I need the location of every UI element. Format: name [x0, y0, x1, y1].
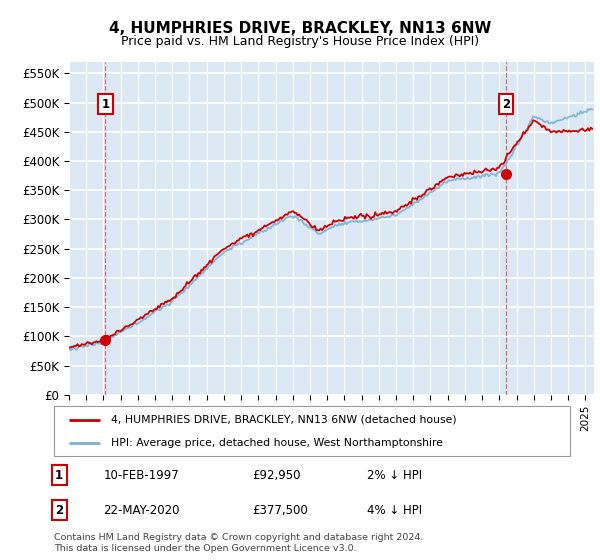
- Text: Price paid vs. HM Land Registry's House Price Index (HPI): Price paid vs. HM Land Registry's House …: [121, 35, 479, 48]
- Text: 1: 1: [101, 98, 110, 111]
- Text: Contains HM Land Registry data © Crown copyright and database right 2024.
This d: Contains HM Land Registry data © Crown c…: [54, 533, 424, 553]
- Text: 4, HUMPHRIES DRIVE, BRACKLEY, NN13 6NW: 4, HUMPHRIES DRIVE, BRACKLEY, NN13 6NW: [109, 21, 491, 36]
- FancyBboxPatch shape: [54, 406, 570, 456]
- Text: 22-MAY-2020: 22-MAY-2020: [104, 504, 180, 517]
- Text: HPI: Average price, detached house, West Northamptonshire: HPI: Average price, detached house, West…: [111, 438, 443, 448]
- Text: 4% ↓ HPI: 4% ↓ HPI: [367, 504, 422, 517]
- Text: 4, HUMPHRIES DRIVE, BRACKLEY, NN13 6NW (detached house): 4, HUMPHRIES DRIVE, BRACKLEY, NN13 6NW (…: [111, 414, 457, 424]
- Text: £92,950: £92,950: [253, 469, 301, 482]
- Text: £377,500: £377,500: [253, 504, 308, 517]
- Text: 2% ↓ HPI: 2% ↓ HPI: [367, 469, 422, 482]
- Text: 10-FEB-1997: 10-FEB-1997: [104, 469, 179, 482]
- Text: 2: 2: [502, 98, 510, 111]
- Text: 2: 2: [55, 504, 63, 517]
- Text: 1: 1: [55, 469, 63, 482]
